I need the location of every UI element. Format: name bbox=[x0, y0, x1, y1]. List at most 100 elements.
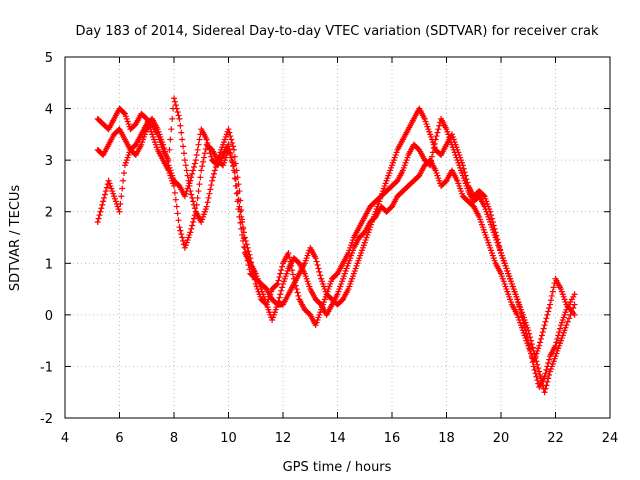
data-point bbox=[167, 136, 174, 143]
data-point bbox=[206, 146, 213, 153]
data-point bbox=[177, 122, 184, 129]
data-point bbox=[247, 255, 254, 262]
data-point bbox=[102, 188, 109, 195]
data-point bbox=[183, 167, 190, 174]
data-point bbox=[534, 361, 541, 368]
data-point bbox=[537, 339, 544, 346]
data-point bbox=[530, 363, 537, 370]
data-point bbox=[204, 199, 211, 206]
data-point bbox=[198, 167, 205, 174]
data-point bbox=[207, 186, 214, 193]
data-point bbox=[550, 284, 557, 291]
data-point bbox=[208, 153, 215, 160]
data-point bbox=[225, 126, 232, 133]
data-point bbox=[316, 268, 323, 275]
data-point bbox=[277, 291, 284, 298]
data-point bbox=[206, 190, 213, 197]
data-point bbox=[313, 258, 320, 265]
data-point bbox=[543, 382, 550, 389]
data-point bbox=[563, 322, 570, 329]
y-tick-label: 4 bbox=[45, 103, 53, 118]
x-axis-label: GPS time / hours bbox=[283, 460, 392, 475]
data-point bbox=[277, 270, 284, 277]
data-point bbox=[536, 342, 543, 349]
series-track-a bbox=[94, 105, 578, 391]
data-point bbox=[566, 315, 573, 322]
data-point bbox=[571, 301, 578, 308]
data-point bbox=[291, 279, 298, 286]
data-point bbox=[193, 151, 200, 158]
data-point bbox=[541, 389, 548, 396]
data-point bbox=[292, 282, 299, 289]
data-point bbox=[175, 217, 182, 224]
data-point bbox=[527, 334, 534, 341]
data-point bbox=[211, 167, 218, 174]
data-point bbox=[188, 225, 195, 232]
data-point bbox=[229, 139, 236, 146]
data-series bbox=[94, 95, 578, 396]
data-point bbox=[279, 284, 286, 291]
y-tick-label: -2 bbox=[40, 412, 53, 427]
data-point bbox=[286, 254, 293, 261]
data-point bbox=[480, 192, 487, 199]
data-point bbox=[293, 286, 300, 293]
data-point bbox=[210, 170, 217, 177]
data-point bbox=[240, 229, 247, 236]
data-point bbox=[184, 172, 191, 179]
x-tick-label: 18 bbox=[438, 431, 455, 446]
data-point bbox=[279, 263, 286, 270]
data-point bbox=[180, 143, 187, 150]
data-point bbox=[276, 274, 283, 281]
data-point bbox=[531, 366, 538, 373]
x-tick-label: 4 bbox=[61, 431, 69, 446]
data-point bbox=[171, 98, 178, 105]
data-point bbox=[100, 198, 107, 205]
data-point bbox=[188, 191, 195, 198]
data-point bbox=[94, 219, 101, 226]
data-point bbox=[530, 347, 537, 354]
data-point bbox=[241, 234, 248, 241]
data-point bbox=[194, 194, 201, 201]
data-point bbox=[426, 161, 433, 168]
data-point bbox=[546, 372, 553, 379]
data-point bbox=[236, 203, 243, 210]
data-point bbox=[288, 262, 295, 269]
data-point bbox=[537, 335, 544, 342]
data-point bbox=[538, 378, 545, 385]
data-point bbox=[189, 222, 196, 229]
data-point bbox=[431, 140, 438, 147]
data-point bbox=[542, 385, 549, 392]
data-point bbox=[276, 294, 283, 301]
data-point bbox=[176, 115, 183, 122]
data-point bbox=[99, 201, 106, 208]
y-tick-label: 3 bbox=[45, 154, 53, 169]
data-point bbox=[532, 354, 539, 361]
data-point bbox=[199, 163, 206, 170]
data-point bbox=[540, 325, 547, 332]
data-point bbox=[197, 174, 204, 181]
data-point bbox=[208, 182, 215, 189]
data-point bbox=[556, 329, 563, 336]
data-point bbox=[432, 136, 439, 143]
data-point bbox=[543, 366, 550, 373]
data-point bbox=[172, 102, 179, 109]
x-tick-label: 22 bbox=[547, 431, 564, 446]
data-point bbox=[169, 115, 176, 122]
data-point bbox=[527, 337, 534, 344]
data-point bbox=[97, 208, 104, 215]
data-point bbox=[249, 263, 256, 270]
data-point bbox=[553, 339, 560, 346]
data-point bbox=[178, 231, 185, 238]
data-point bbox=[290, 275, 297, 282]
grid-lines bbox=[65, 57, 610, 418]
data-point bbox=[289, 267, 296, 274]
data-point bbox=[547, 301, 554, 308]
data-point bbox=[230, 162, 237, 169]
data-point bbox=[118, 193, 125, 200]
data-point bbox=[461, 169, 468, 176]
data-point bbox=[231, 175, 238, 182]
data-point bbox=[544, 311, 551, 318]
data-point bbox=[190, 164, 197, 171]
data-point bbox=[201, 150, 208, 157]
